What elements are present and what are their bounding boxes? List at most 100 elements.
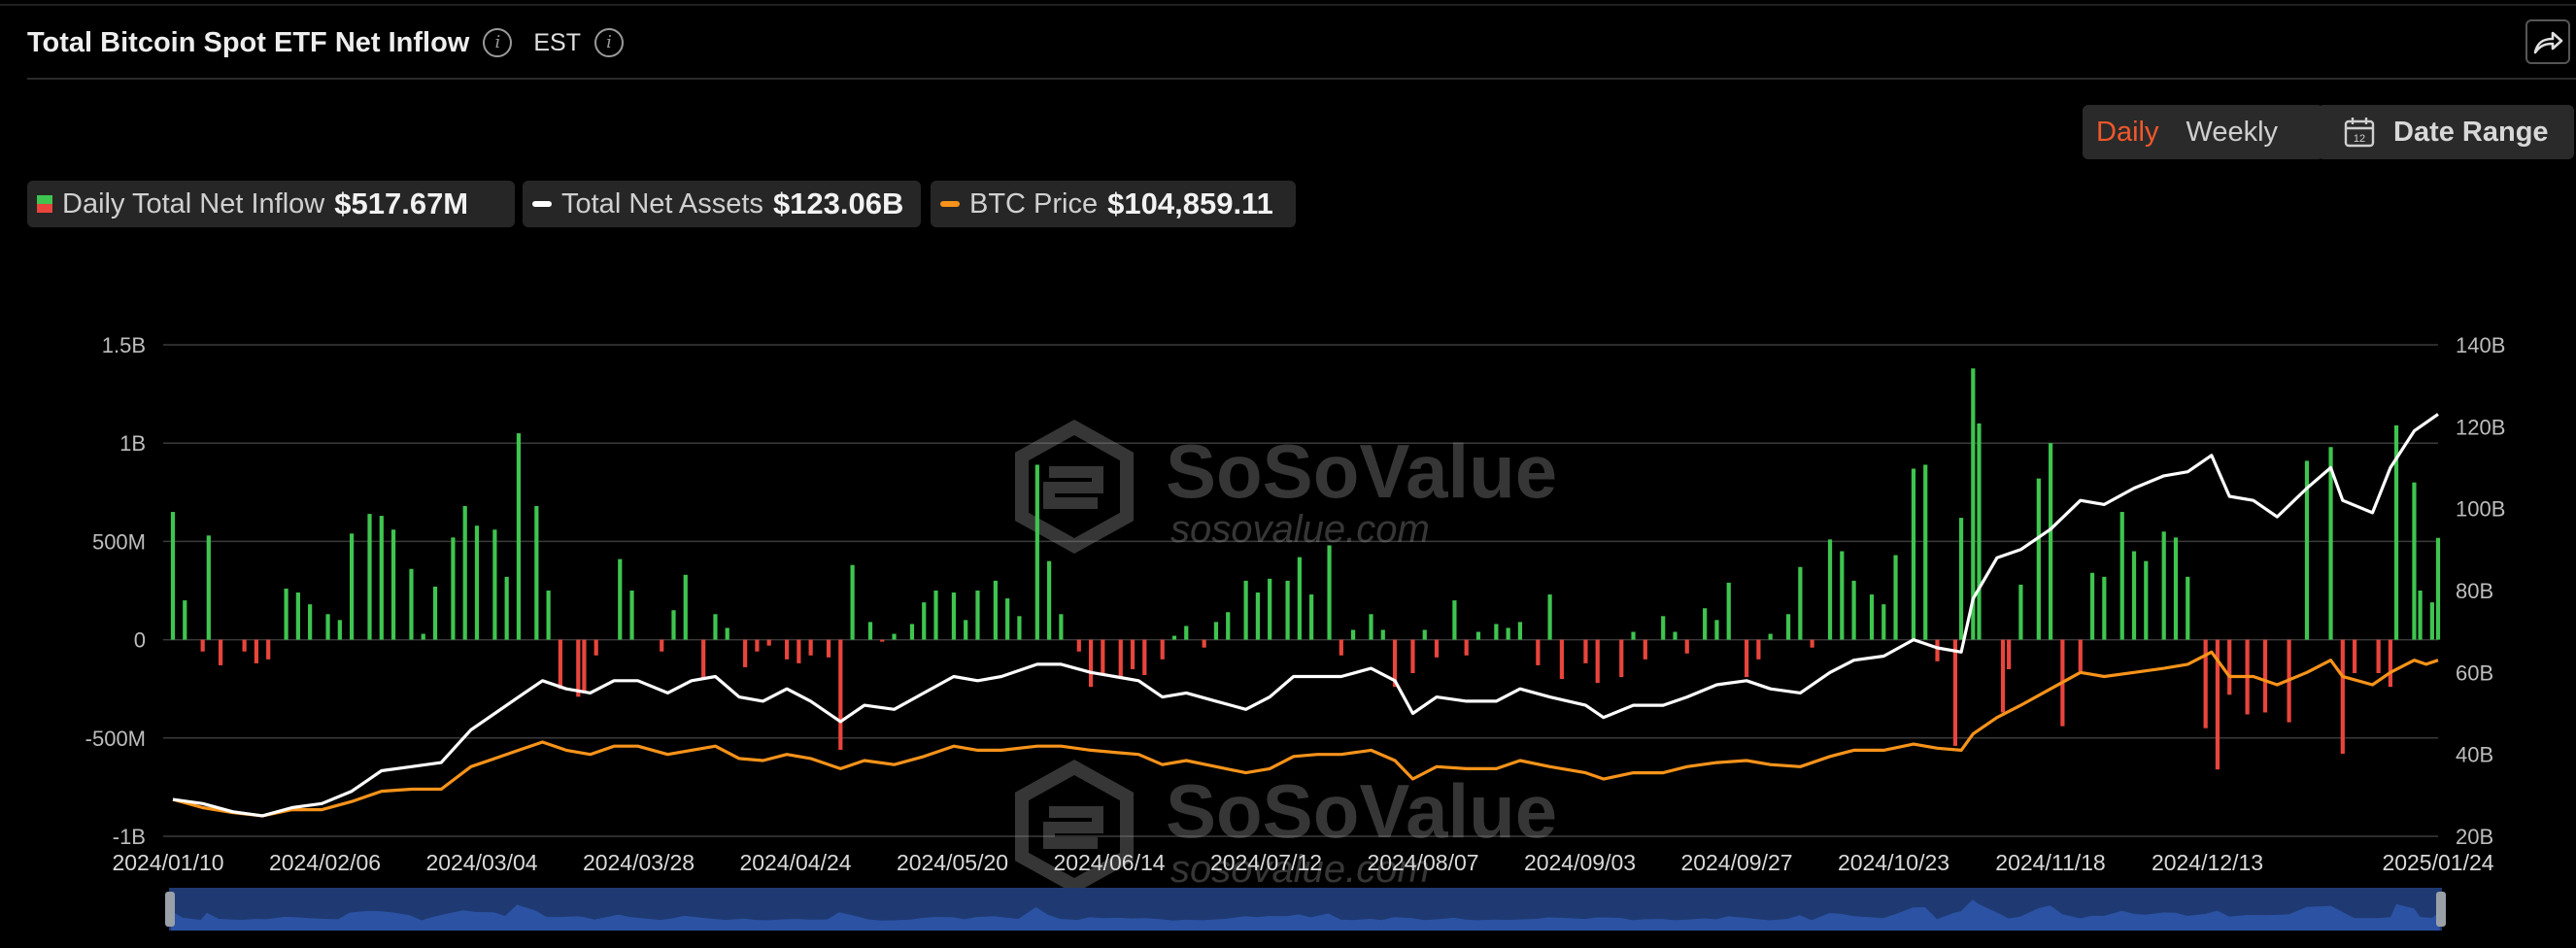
inflow-bar: [1464, 639, 1469, 656]
right-tick-label: 100B: [2456, 497, 2505, 522]
inflow-bar: [2435, 537, 2441, 640]
legend-btc-price-name: BTC Price: [969, 187, 1099, 220]
inflow-bar: [808, 639, 813, 656]
watermark: SoSoValuesosovalue.comSoSoValuesosovalue…: [1015, 419, 1557, 895]
inflow-bar: [2144, 560, 2149, 640]
inflow-bar: [826, 639, 831, 658]
inflow-bar: [766, 639, 771, 646]
chart-title: Total Bitcoin Spot ETF Net Inflow: [27, 26, 470, 58]
left-tick-label: -500M: [85, 727, 146, 751]
inflow-chart[interactable]: SoSoValuesosovalue.comSoSoValuesosovalue…: [0, 311, 2576, 948]
legend-btc-price[interactable]: BTC Price $104,859.11: [931, 181, 1296, 227]
inflow-bar: [1130, 639, 1135, 669]
x-tick-label: 2024/03/04: [425, 850, 537, 875]
weekly-toggle[interactable]: Weekly: [2186, 116, 2279, 148]
inflow-bar: [337, 620, 342, 640]
info-icon[interactable]: i: [483, 28, 513, 57]
inflow-bar: [576, 639, 581, 697]
inflow-bar: [1619, 639, 1624, 678]
inflow-bar: [1785, 614, 1791, 640]
legend-btc-price-value: $104,859.11: [1107, 186, 1273, 220]
date-range-button[interactable]: 12 Date Range: [2318, 105, 2574, 159]
inflow-bar: [558, 639, 562, 690]
inflow-bar: [797, 639, 801, 663]
inflow-swatch: [37, 195, 52, 213]
x-tick-label: 2024/12/13: [2152, 850, 2263, 875]
right-tick-label: 120B: [2456, 415, 2505, 439]
inflow-bar: [1745, 639, 1749, 678]
share-button[interactable]: [2525, 19, 2570, 64]
inflow-bar: [922, 602, 927, 640]
inflow-bar: [325, 614, 330, 640]
inflow-bar: [218, 639, 223, 665]
x-tick-label: 2024/10/23: [1838, 850, 1949, 875]
inflow-bar: [1536, 639, 1541, 665]
inflow-bar: [1380, 629, 1385, 640]
inflow-bar: [2418, 591, 2423, 640]
inflow-bar: [1297, 557, 1302, 640]
x-tick-label: 2024/02/06: [269, 850, 381, 875]
x-tick-label: 2024/09/27: [1680, 850, 1792, 875]
timezone-info-icon[interactable]: i: [594, 28, 624, 57]
inflow-bar: [993, 580, 998, 640]
inflow-bar: [421, 633, 425, 640]
legend-inflow[interactable]: Daily Total Net Inflow $517.67M: [27, 181, 515, 227]
legend-net-assets[interactable]: Total Net Assets $123.06B: [523, 181, 921, 227]
inflow-bar: [2215, 639, 2220, 770]
inflow-bar: [2036, 478, 2041, 640]
inflow-bar: [1017, 616, 1022, 640]
inflow-bar: [1798, 566, 1803, 640]
x-tick-label: 2024/06/14: [1053, 850, 1165, 875]
inflow-bar: [295, 592, 300, 640]
legend-inflow-value: $517.67M: [334, 186, 469, 220]
inflow-bar: [1410, 639, 1415, 674]
inflow-bar: [183, 600, 187, 640]
inflow-bar: [1226, 612, 1231, 640]
inflow-bar: [629, 591, 634, 640]
chart-header: Total Bitcoin Spot ETF Net Inflow i EST …: [27, 21, 624, 64]
inflow-bar: [266, 639, 271, 660]
inflow-bar: [951, 592, 957, 640]
inflow-bar: [474, 525, 480, 640]
daily-toggle[interactable]: Daily: [2096, 116, 2159, 148]
inflow-bar: [713, 614, 718, 640]
inflow-bar: [1517, 622, 1523, 640]
net-assets-line: [172, 413, 2439, 818]
date-range-label: Date Range: [2393, 116, 2549, 148]
inflow-bar: [2412, 482, 2417, 640]
inflow-bar: [593, 639, 598, 656]
inflow-bar: [1827, 539, 1833, 640]
inflow-bar: [2049, 443, 2053, 640]
inflow-bar: [2262, 639, 2268, 713]
inflow-bar: [1327, 545, 1332, 640]
watermark-hexagon: [1015, 419, 1134, 555]
inflow-bar: [880, 639, 885, 642]
inflow-bar: [1971, 368, 1976, 640]
x-tick-label: 2024/11/18: [1995, 850, 2105, 875]
inflow-bar: [2102, 576, 2107, 640]
inflow-bar: [2304, 460, 2310, 640]
inflow-bar: [2000, 639, 2006, 713]
x-tick-label: 2024/07/12: [1210, 850, 1322, 875]
inflow-bar: [200, 639, 205, 652]
range-navigator[interactable]: [165, 888, 2446, 931]
inflow-bar: [1076, 639, 1081, 652]
inflow-bar: [909, 624, 915, 640]
x-tick-label: 2024/04/24: [739, 850, 851, 875]
inflow-bar: [2018, 584, 2023, 640]
inflow-bar: [2186, 576, 2190, 640]
inflow-bar: [451, 537, 456, 640]
inflow-bar: [1005, 598, 1010, 640]
watermark-hexagon: [1015, 759, 1134, 895]
timezone-label: EST: [533, 28, 581, 56]
right-tick-label: 20B: [2456, 825, 2493, 849]
inflow-bar: [1673, 631, 1678, 640]
inflow-bar: [2131, 551, 2137, 640]
inflow-bar: [1810, 639, 1814, 648]
top-divider: [0, 4, 2576, 6]
inflow-bar: [867, 622, 873, 640]
inflow-bar: [1118, 639, 1123, 680]
inflow-bar: [2203, 639, 2208, 728]
header-divider: [27, 78, 2576, 80]
